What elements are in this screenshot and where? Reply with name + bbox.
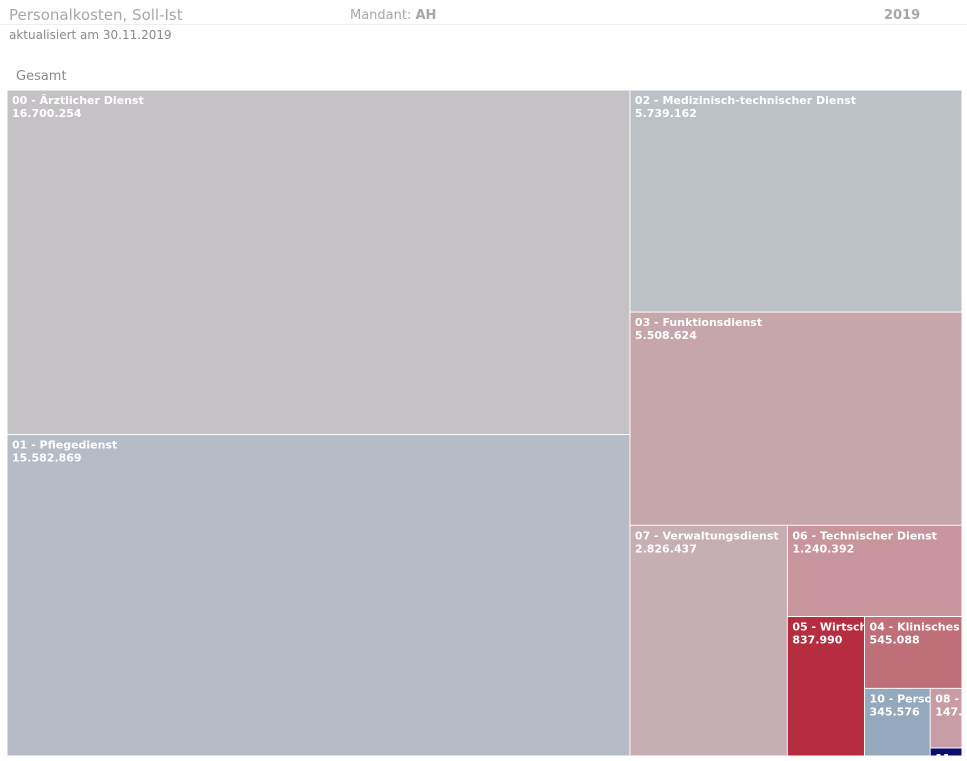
tile-label: 11 - Sonstiges Personal (935, 752, 967, 761)
tile-label: 05 - Wirtschafts- und Versorgungsdienst (792, 621, 967, 634)
tile-rect (629, 525, 788, 756)
tile-rect (930, 688, 963, 748)
tile-value: 837.990 (792, 634, 842, 647)
tile: 11 - Sonstiges Personal19.900 (930, 747, 967, 761)
header: Personalkosten, Soll-Ist Mandant: AH 201… (0, 0, 967, 25)
tile: 10 - Personal der Ausbildungsstätten345.… (864, 688, 967, 756)
tile-value: 15.582.869 (12, 452, 82, 465)
tile-value: 1.240.392 (792, 542, 854, 555)
treemap-title: Gesamt (16, 69, 67, 84)
tile: 08 - Sonderdienste147.352 (930, 688, 967, 748)
tile-value: 5.739.162 (635, 107, 697, 120)
tile-value: 2.826.437 (635, 542, 697, 555)
tile-rect (629, 312, 963, 526)
tile-label: 02 - Medizinisch-technischer Dienst (635, 94, 856, 107)
tile-value: 345.576 (870, 705, 920, 718)
tile-label: 03 - Funktionsdienst (635, 316, 762, 329)
tile: 04 - Klinisches Hauspersonal545.088 (864, 616, 967, 689)
tile-rect (864, 688, 931, 756)
tile-rect (7, 90, 630, 435)
tile: 05 - Wirtschafts- und Versorgungsdienst8… (787, 616, 967, 756)
mandant-value: AH (415, 8, 437, 23)
tile-label: 01 - Pflegedienst (12, 439, 117, 452)
tile-value: 5.508.624 (635, 329, 697, 342)
tile-value: 147.352 (935, 705, 967, 718)
tile-rect (7, 434, 630, 756)
year: 2019 (884, 8, 921, 23)
tile-label: 00 - Ärztlicher Dienst (12, 93, 144, 107)
tile-label: 04 - Klinisches Hauspersonal (870, 621, 967, 634)
tile-rect (629, 90, 963, 313)
tile-value: 545.088 (870, 634, 920, 647)
tile-label: 07 - Verwaltungsdienst (635, 529, 779, 542)
tile-rect (787, 616, 865, 756)
updated: aktualisiert am 30.11.2019 (9, 28, 172, 42)
mandant: Mandant: AH (350, 8, 436, 23)
tile-label: 06 - Technischer Dienst (792, 529, 937, 542)
title: Personalkosten, Soll-Ist (9, 6, 183, 24)
tile-rect (930, 747, 963, 756)
tile: 02 - Medizinisch-technischer Dienst5.739… (629, 90, 963, 313)
tile-rect (787, 525, 962, 617)
tile-label: 10 - Personal der Ausbildungsstätten (870, 692, 967, 705)
tile-value: 16.700.254 (12, 107, 82, 120)
mandant-label: Mandant: (350, 8, 412, 23)
tile-rect (864, 616, 962, 689)
tile-label: 08 - Sonderdienste (935, 692, 967, 705)
